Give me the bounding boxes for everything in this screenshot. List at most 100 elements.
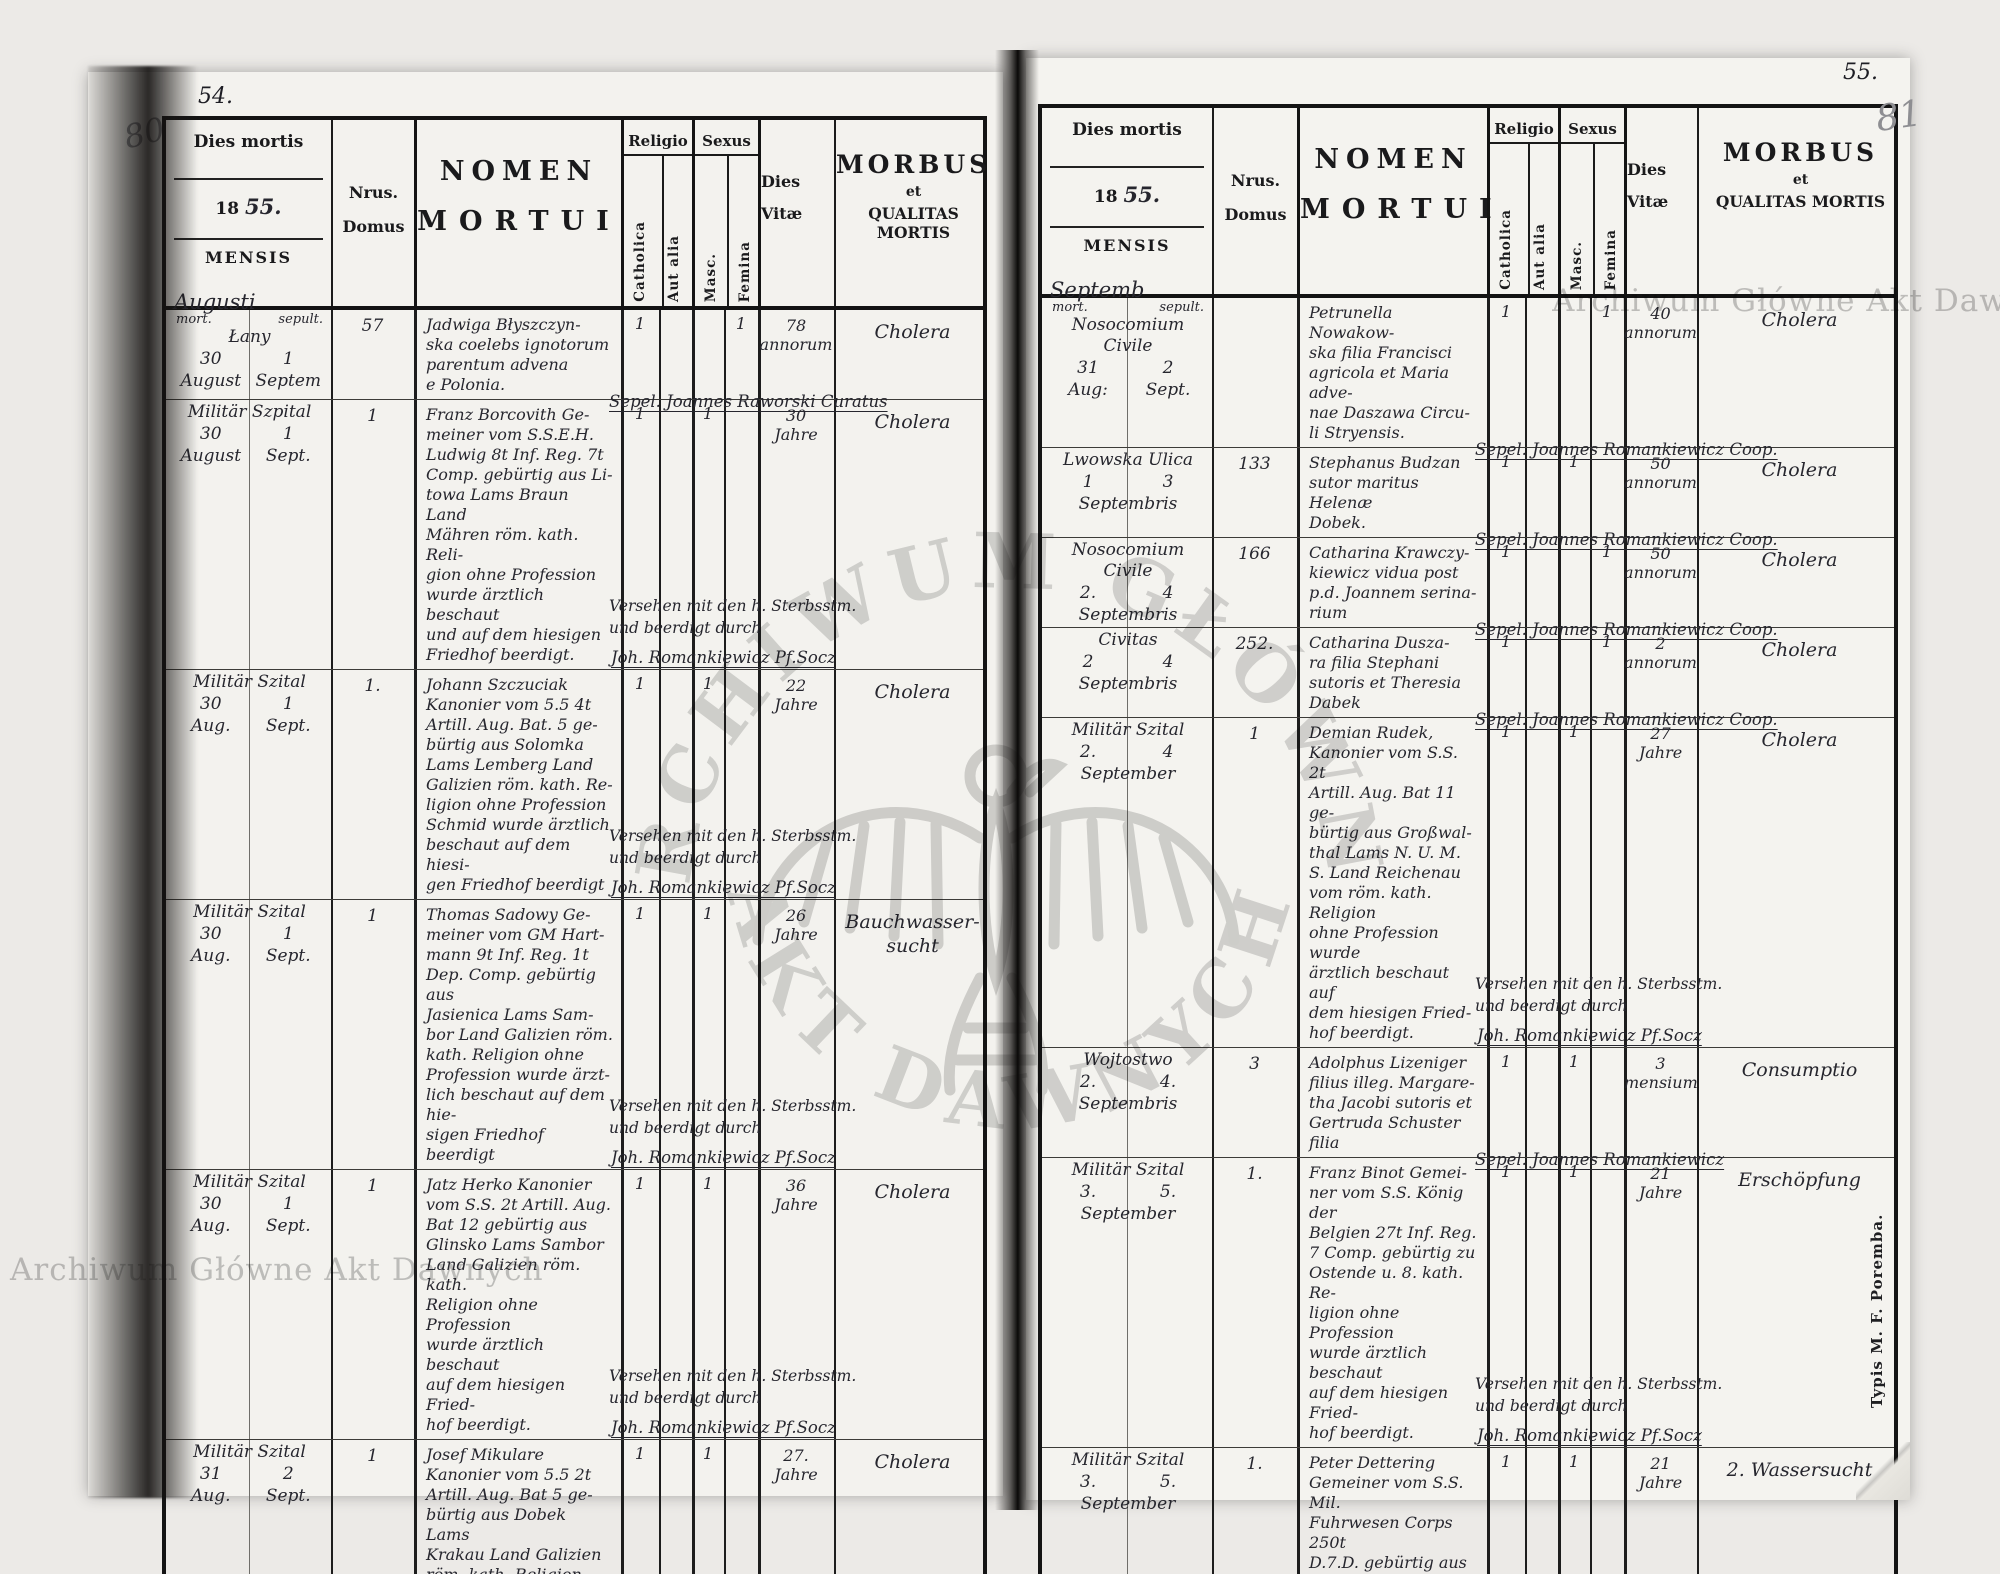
column-rule <box>692 310 695 1574</box>
masc-label: Masc. <box>1569 240 1585 290</box>
deceased-name: Peter Dettering Gemeiner vom S.S. Mil. F… <box>1309 1453 1467 1574</box>
deceased-name: Johann Szczuciak Kanonier vom 5.5 4t Art… <box>426 675 613 894</box>
month-span: September <box>1080 1494 1176 1514</box>
column-divider <box>662 154 664 306</box>
religion-catholica-mark: 1 <box>1500 1052 1512 1071</box>
year-handwritten: 55. <box>1123 182 1161 207</box>
cause-of-death: Cholera <box>874 681 951 703</box>
month-handwritten: Septemb <box>1050 278 1145 302</box>
place-of-death: Nosocomium Civile <box>1071 540 1185 581</box>
age-at-death: 50 annorum <box>1624 454 1697 492</box>
header-sexus: Sexus Masc. Femina <box>692 120 758 306</box>
month-span: Septembris <box>1078 1094 1178 1114</box>
header-rule <box>695 154 758 156</box>
month-span: Septembris <box>1078 674 1178 694</box>
priest-signature: Sepel. Joannes Romankiewicz Coop. <box>1475 530 1778 549</box>
column-divider <box>1528 142 1530 294</box>
sepult-sublabel: sepult. <box>1159 300 1204 315</box>
header-dies-vitae: Dies Vitæ <box>1624 108 1697 294</box>
header-morbus: MORBUS et QUALITAS MORTIS <box>834 120 991 306</box>
header-nomen-mortui: NOMEN MORTUI <box>414 120 621 306</box>
death-burial-date-cell: mort. sepult. Nosocomium Civile 31 Aug: … <box>1042 298 1212 401</box>
house-number: 1 <box>367 1176 378 1196</box>
page-corner-fold <box>1856 1442 1910 1500</box>
dates: 30 Aug. 1 Sept. <box>172 923 327 967</box>
cause-of-death: Cholera <box>874 1451 951 1473</box>
burial-note: Versehen mit den h. Sterbsstm. und beerd… <box>609 1367 857 1407</box>
column-rule <box>724 310 726 1574</box>
qualitas-mortis-label: QUALITAS MORTIS <box>1715 192 1886 211</box>
qualitas-mortis-label: QUALITAS MORTIS <box>868 204 959 242</box>
dates: 2. 4 <box>1048 582 1208 604</box>
deceased-name: Stephanus Budzan sutor maritus Helenæ Do… <box>1309 453 1461 532</box>
place-of-death: Militär Szital <box>1071 720 1185 740</box>
priest-signature: Sepel. Joannes Raworski Curatus <box>609 392 888 411</box>
mortui-label: MORTUI <box>1300 194 1504 225</box>
burial-date: 3 <box>1162 472 1174 492</box>
table-row: Militär Szital 30 Aug. 1 Sept. 1 Thomas … <box>166 900 983 1170</box>
religion-catholica-mark: 1 <box>1500 302 1512 321</box>
religion-catholica-mark: 1 <box>1500 452 1512 471</box>
place-of-death: Militär Szital <box>193 1172 306 1192</box>
cause-of-death: Cholera <box>874 321 951 343</box>
burial-date: 1 Sept. <box>265 424 311 466</box>
dates: 2. 4. <box>1048 1071 1208 1093</box>
sexus-label: Sexus <box>702 132 751 150</box>
sex-masc-mark: 1 <box>1568 452 1580 471</box>
death-burial-date-cell: Militär Szital 30 Aug. 1 Sept. <box>166 670 331 737</box>
priest-signature: Joh. Romankiewicz Pf.Socz <box>611 878 836 897</box>
death-burial-date-cell: Wojtostwo 2. 4. Septembris <box>1042 1048 1212 1115</box>
catholica-label: Catholica <box>1498 209 1514 290</box>
dates: 31 Aug. 2 Sept. <box>172 1463 327 1507</box>
cause-of-death: Consumptio <box>1741 1059 1858 1081</box>
column-divider <box>727 154 729 306</box>
death-date: 30 Aug. <box>190 1194 231 1236</box>
burial-date: 2 Sept. <box>1145 358 1191 400</box>
table-row: Militär Szital 2. 4 September 1 Demian R… <box>1042 718 1894 1048</box>
header-dies-mortis: Dies mortis 18 55. MENSIS Augusti <box>166 120 331 314</box>
burial-date: 5. <box>1159 1472 1177 1492</box>
folio-number-pencil-right: 81 <box>1873 93 1925 140</box>
sex-femina-mark: 1 <box>1601 632 1613 651</box>
header-rule <box>1561 142 1624 144</box>
month-span: Septembris <box>1078 494 1178 514</box>
sex-masc-mark: 1 <box>1568 722 1580 741</box>
priest-signature: Joh. Romankiewicz Pf.Socz <box>1477 1426 1702 1445</box>
column-rule <box>1590 298 1592 1574</box>
dies-label: Dies <box>1627 160 1667 179</box>
house-number: 133 <box>1238 454 1271 474</box>
deceased-name: Catharina Dusza- ra filia Stephani sutor… <box>1309 633 1462 712</box>
dates: 1 3 <box>1048 471 1208 493</box>
femina-label: Femina <box>737 240 753 302</box>
month-span: Septembris <box>1078 605 1178 625</box>
death-date: 30 August <box>180 349 242 391</box>
age-at-death: 30 Jahre <box>774 406 818 444</box>
place-of-death: Wojtostwo <box>1083 1050 1173 1070</box>
death-date: 30 Aug. <box>190 924 231 966</box>
header-rule <box>174 178 323 180</box>
dates: 3. 5. <box>1048 1471 1208 1493</box>
aut-alia-label: Aut alia <box>1532 223 1548 290</box>
vitae-label: Vitæ <box>761 204 803 223</box>
death-burial-date-cell: mort. sepult. Łany 30 August 1 Septem <box>166 310 331 392</box>
header-rule <box>1050 166 1204 168</box>
house-number: 1 <box>367 906 378 926</box>
table-body: mort. sepult. Nosocomium Civile 31 Aug: … <box>1042 298 1894 1574</box>
morbus-label: MORBUS <box>836 150 992 179</box>
nomen-label: NOMEN <box>1314 144 1473 175</box>
deceased-name: Jadwiga Błyszczyn- ska coelebs ignotorum… <box>426 315 610 394</box>
sexus-label: Sexus <box>1568 120 1617 138</box>
burial-note: Versehen mit den h. Sterbsstm. und beerd… <box>1475 1375 1723 1415</box>
deceased-name: Catharina Krawczy- kiewicz vidua post p.… <box>1309 543 1477 622</box>
nrus-label: Nrus. <box>348 183 399 202</box>
masc-label: Masc. <box>703 252 719 302</box>
death-burial-date-cell: Militär Szital 3. 5. September <box>1042 1448 1212 1515</box>
table-row: Militär Szital 3. 5. September 1. Peter … <box>1042 1448 1894 1574</box>
sepult-sublabel: sepult. <box>278 312 323 327</box>
priest-signature: Joh. Romankiewicz Pf.Socz <box>611 1148 836 1167</box>
place-of-death: Militär Szital <box>193 1442 306 1462</box>
deceased-name: Petrunella Nowakow- ska filia Francisci … <box>1309 303 1470 442</box>
sex-masc-mark: 1 <box>702 1174 714 1193</box>
religion-catholica-mark: 1 <box>1500 542 1512 561</box>
